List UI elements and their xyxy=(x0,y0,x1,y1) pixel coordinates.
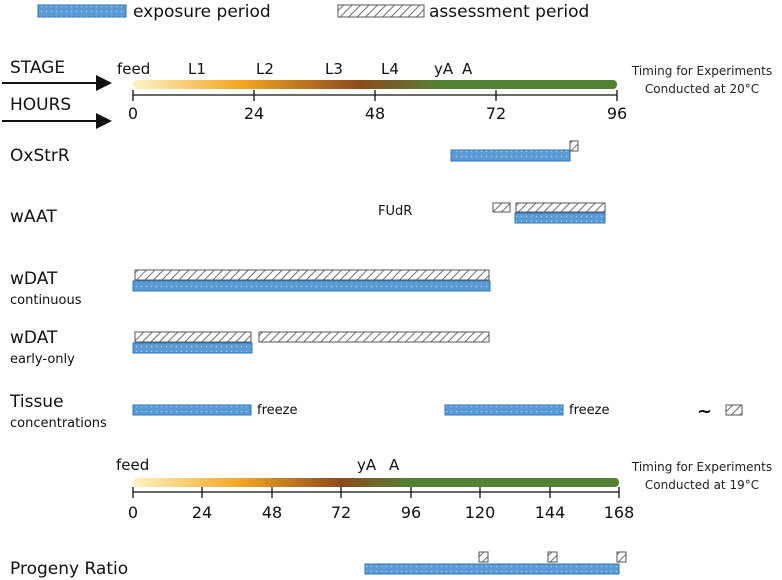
tick-label: 0 xyxy=(128,104,138,123)
legend-exposure-swatch xyxy=(37,4,127,18)
tick-label: 144 xyxy=(535,503,566,522)
timing-20c-line1: Timing for Experiments xyxy=(631,64,772,78)
wdat-early-exposure-bar xyxy=(132,342,253,354)
waat-assessment-small xyxy=(492,202,511,213)
row-progeny: Progeny Ratio xyxy=(10,551,627,579)
row-wdat-early: wDAT early-only xyxy=(10,328,490,367)
tick-label: 0 xyxy=(128,503,138,522)
tick-label: 48 xyxy=(262,503,282,522)
stage-feed: feed xyxy=(117,60,150,78)
tissue-assessment-bar xyxy=(725,404,743,416)
wdat-early-sublabel: early-only xyxy=(10,352,75,367)
tick-label: 72 xyxy=(486,104,506,123)
row-wdat-continuous: wDAT continuous xyxy=(10,269,491,308)
waat-label: wAAT xyxy=(10,207,57,227)
oxstrr-label: OxStrR xyxy=(10,146,70,166)
legend-assessment-swatch xyxy=(337,4,425,18)
progeny-assessment-1 xyxy=(478,551,489,563)
tick-label: 168 xyxy=(604,503,635,522)
tick-label: 96 xyxy=(401,503,421,522)
stage-gradient-bar xyxy=(133,80,617,89)
wdat-cont-sublabel: continuous xyxy=(10,293,82,308)
timeline-20c: feed L1 L2 L3 L4 yA A 0 24 48 72 96 Timi… xyxy=(117,60,772,123)
tissue-sublabel: concentrations xyxy=(10,416,107,431)
tick-label: 72 xyxy=(331,503,351,522)
stage-l1: L1 xyxy=(188,60,206,78)
row-tissue: Tissue concentrations freeze freeze ~ xyxy=(9,392,743,431)
timing-20c-line2: Conducted at 20°C xyxy=(645,82,759,96)
stage-l3: L3 xyxy=(325,60,343,78)
freeze-label-1: freeze xyxy=(257,403,297,418)
progeny-label: Progeny Ratio xyxy=(10,559,128,579)
tissue-exposure-bar-2 xyxy=(444,404,564,416)
legend-exposure-label: exposure period xyxy=(133,2,271,22)
freeze-label-2: freeze xyxy=(569,403,609,418)
stage-ya: yA xyxy=(434,60,454,78)
wdat-cont-label: wDAT xyxy=(10,269,58,289)
legend: exposure period assessment period xyxy=(37,2,589,22)
stage-gradient-bar-19c xyxy=(133,478,619,487)
progeny-assessment-2 xyxy=(547,551,558,563)
wdat-cont-exposure-bar xyxy=(132,280,491,292)
row-oxstrr: OxStrR xyxy=(10,140,579,166)
wdat-early-assessment-bar-1 xyxy=(134,331,252,343)
waat-exposure-bar xyxy=(514,212,606,224)
tick-label: 24 xyxy=(192,503,212,522)
tissue-label: Tissue xyxy=(9,392,64,412)
tick-label: 96 xyxy=(607,104,627,123)
stage-l4: L4 xyxy=(381,60,399,78)
timeline-19c: feed yA A 0 24 48 72 96 120 144 168 Timi… xyxy=(116,456,772,522)
fudr-label: FUdR xyxy=(378,204,412,219)
wdat-early-label: wDAT xyxy=(10,328,58,348)
stage-l2: L2 xyxy=(256,60,274,78)
timing-19c-line2: Conducted at 19°C xyxy=(645,478,759,492)
stage-a-19c: A xyxy=(389,456,400,474)
stage-ya-19c: yA xyxy=(357,456,377,474)
row-waat: wAAT FUdR xyxy=(10,202,606,227)
hours-label: HOURS xyxy=(10,95,71,115)
stage-feed-19c: feed xyxy=(116,456,149,474)
stage-label: STAGE xyxy=(10,58,65,78)
waat-assessment-bar xyxy=(515,202,606,213)
progeny-assessment-3 xyxy=(616,551,627,563)
legend-assessment-label: assessment period xyxy=(429,2,589,22)
stage-a: A xyxy=(462,60,473,78)
tick-label: 48 xyxy=(365,104,385,123)
timing-19c-line1: Timing for Experiments xyxy=(631,460,772,474)
wdat-early-assessment-bar-2 xyxy=(258,331,490,343)
oxstrr-exposure-bar xyxy=(450,149,571,162)
progeny-exposure-bar xyxy=(364,563,620,575)
tick-label: 24 xyxy=(244,104,264,123)
tissue-exposure-bar-1 xyxy=(132,404,252,416)
oxstrr-assessment-bar xyxy=(569,140,579,152)
tick-label: 120 xyxy=(465,503,496,522)
wdat-cont-assessment-bar xyxy=(134,269,490,281)
tilde-break: ~ xyxy=(697,401,712,422)
